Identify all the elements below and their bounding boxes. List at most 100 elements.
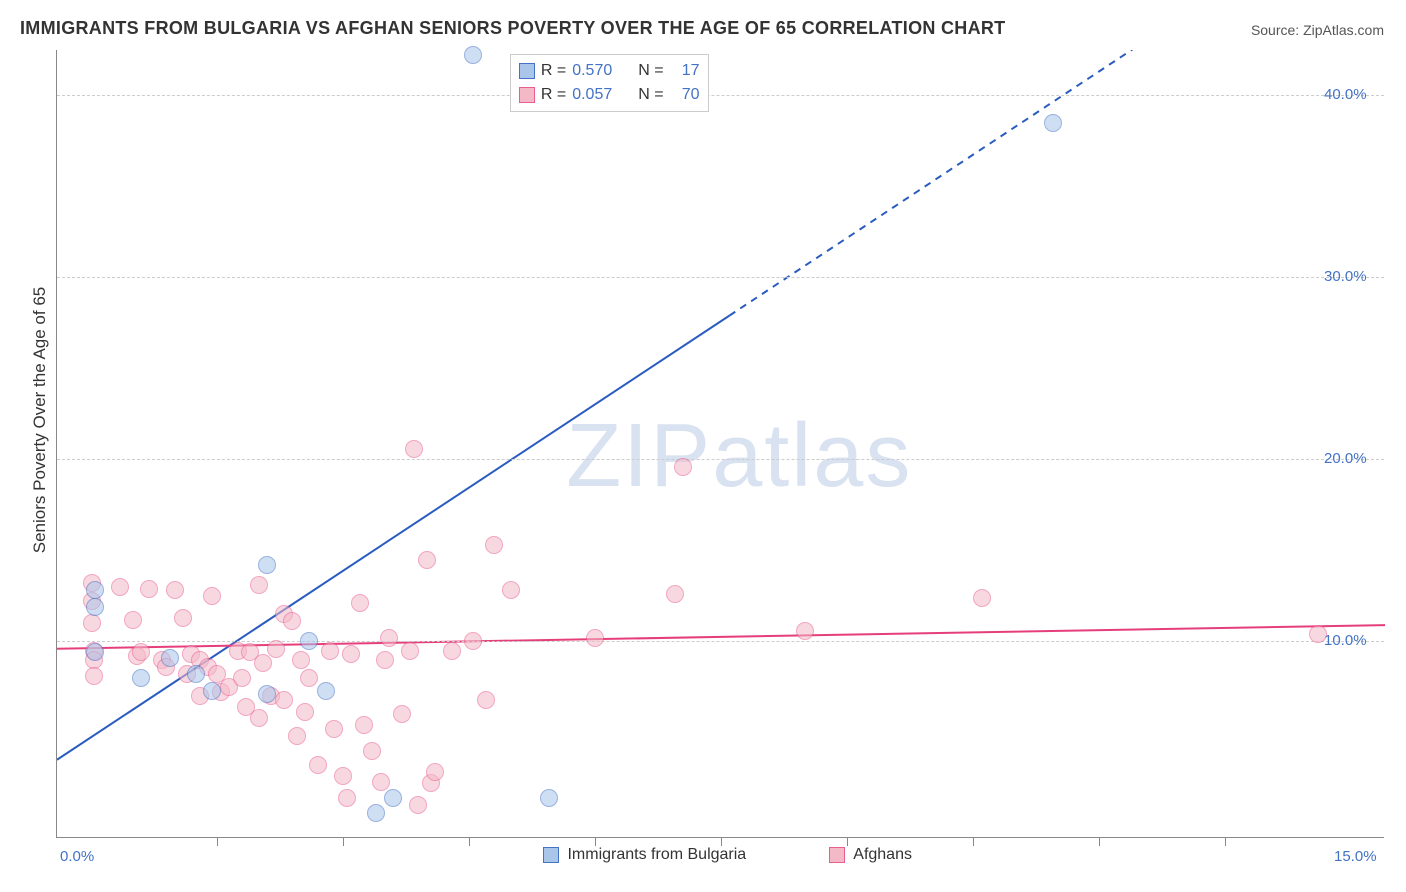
chart-title: IMMIGRANTS FROM BULGARIA VS AFGHAN SENIO… (20, 18, 1005, 39)
data-point-afghans (393, 705, 411, 723)
data-point-afghans (796, 622, 814, 640)
x-tick (217, 838, 218, 846)
data-point-afghans (355, 716, 373, 734)
data-point-afghans (405, 440, 423, 458)
plot-area: ZIPatlas (56, 50, 1384, 838)
data-point-afghans (401, 642, 419, 660)
stats-swatch (519, 87, 535, 103)
n-value: 70 (670, 86, 700, 104)
x-tick (847, 838, 848, 846)
data-point-afghans (325, 720, 343, 738)
data-point-bulgaria (540, 789, 558, 807)
data-point-bulgaria (300, 632, 318, 650)
data-point-afghans (464, 632, 482, 650)
data-point-afghans (372, 773, 390, 791)
trend-line-bulgaria-dashed (729, 50, 1385, 316)
data-point-afghans (334, 767, 352, 785)
data-point-afghans (111, 578, 129, 596)
y-tick-label: 10.0% (1324, 632, 1367, 649)
data-point-afghans (124, 611, 142, 629)
legend-swatch (829, 847, 845, 863)
data-point-bulgaria (258, 556, 276, 574)
stats-row-bulgaria: R = 0.570 N = 17 (519, 59, 700, 83)
gridline (57, 277, 1384, 278)
data-point-afghans (288, 727, 306, 745)
data-point-bulgaria (187, 665, 205, 683)
data-point-afghans (203, 587, 221, 605)
data-point-afghans (267, 640, 285, 658)
data-point-afghans (321, 642, 339, 660)
data-point-afghans (443, 642, 461, 660)
n-label: N = (638, 62, 663, 80)
r-label: R = (541, 86, 566, 104)
data-point-afghans (502, 581, 520, 599)
legend-item-afghans: Afghans (829, 846, 912, 864)
data-point-afghans (363, 742, 381, 760)
data-point-afghans (254, 654, 272, 672)
data-point-bulgaria (86, 643, 104, 661)
r-value: 0.570 (572, 62, 624, 80)
x-tick (973, 838, 974, 846)
data-point-afghans (292, 651, 310, 669)
x-tick (595, 838, 596, 846)
data-point-afghans (283, 612, 301, 630)
data-point-bulgaria (258, 685, 276, 703)
data-point-afghans (376, 651, 394, 669)
stats-swatch (519, 63, 535, 79)
data-point-afghans (351, 594, 369, 612)
x-tick (469, 838, 470, 846)
gridline (57, 95, 1384, 96)
r-value: 0.057 (572, 86, 624, 104)
data-point-afghans (250, 576, 268, 594)
data-point-bulgaria (367, 804, 385, 822)
data-point-afghans (85, 667, 103, 685)
data-point-afghans (174, 609, 192, 627)
data-point-afghans (485, 536, 503, 554)
legend-item-bulgaria: Immigrants from Bulgaria (543, 846, 746, 864)
data-point-afghans (300, 669, 318, 687)
x-tick (343, 838, 344, 846)
data-point-bulgaria (203, 682, 221, 700)
data-point-afghans (674, 458, 692, 476)
n-value: 17 (670, 62, 700, 80)
data-point-bulgaria (384, 789, 402, 807)
gridline (57, 641, 1384, 642)
data-point-bulgaria (86, 581, 104, 599)
n-label: N = (638, 86, 663, 104)
x-tick (721, 838, 722, 846)
y-tick-label: 30.0% (1324, 268, 1367, 285)
x-axis-min-label: 0.0% (60, 848, 94, 865)
data-point-afghans (477, 691, 495, 709)
data-point-afghans (973, 589, 991, 607)
data-point-afghans (409, 796, 427, 814)
x-tick (1225, 838, 1226, 846)
data-point-afghans (309, 756, 327, 774)
data-point-afghans (132, 643, 150, 661)
data-point-afghans (426, 763, 444, 781)
data-point-bulgaria (132, 669, 150, 687)
legend-swatch (543, 847, 559, 863)
y-tick-label: 40.0% (1324, 86, 1367, 103)
data-point-afghans (166, 581, 184, 599)
data-point-afghans (342, 645, 360, 663)
data-point-afghans (233, 669, 251, 687)
legend-label: Immigrants from Bulgaria (567, 846, 746, 864)
source-label: Source: ZipAtlas.com (1251, 22, 1384, 38)
x-tick (1099, 838, 1100, 846)
data-point-bulgaria (464, 46, 482, 64)
data-point-afghans (338, 789, 356, 807)
legend-label: Afghans (853, 846, 912, 864)
data-point-afghans (380, 629, 398, 647)
r-label: R = (541, 62, 566, 80)
data-point-afghans (296, 703, 314, 721)
trend-line-bulgaria (57, 316, 729, 760)
data-point-afghans (666, 585, 684, 603)
data-point-bulgaria (317, 682, 335, 700)
stats-legend: R = 0.570 N = 17 R = 0.057 N = 70 (510, 54, 709, 112)
data-point-afghans (586, 629, 604, 647)
x-axis-max-label: 15.0% (1334, 848, 1377, 865)
data-point-afghans (275, 691, 293, 709)
data-point-afghans (418, 551, 436, 569)
data-point-bulgaria (161, 649, 179, 667)
y-tick-label: 20.0% (1324, 450, 1367, 467)
